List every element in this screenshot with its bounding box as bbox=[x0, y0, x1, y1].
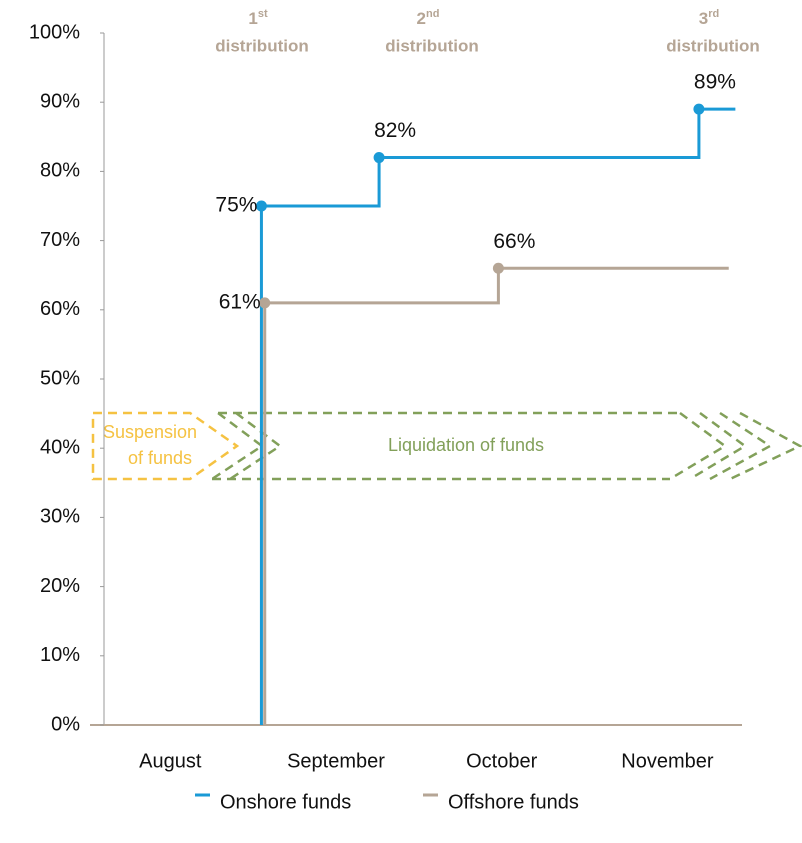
y-tick-label: 10% bbox=[40, 644, 80, 666]
distribution-suffix: st bbox=[258, 8, 268, 20]
y-tick-label: 20% bbox=[40, 575, 80, 597]
y-tick-label: 90% bbox=[40, 90, 80, 112]
distribution-label: distribution bbox=[385, 36, 478, 55]
point-marker bbox=[492, 262, 504, 274]
phase-shapes bbox=[91, 411, 802, 481]
step-line bbox=[263, 266, 729, 725]
suspension-arrow bbox=[91, 411, 240, 481]
y-tick-label: 50% bbox=[40, 367, 80, 389]
data-label: 66% bbox=[493, 230, 535, 253]
phase-label: Liquidation of funds bbox=[388, 435, 544, 455]
y-tick-label: 40% bbox=[40, 436, 80, 458]
y-tick-label: 0% bbox=[51, 713, 80, 735]
distribution-number-digit: 3 bbox=[699, 9, 708, 28]
data-label: 82% bbox=[374, 119, 416, 142]
data-label: 89% bbox=[694, 71, 736, 94]
point-marker bbox=[373, 152, 385, 164]
x-tick-label: August bbox=[139, 750, 202, 772]
point-marker bbox=[255, 200, 267, 212]
phase-label: Suspension bbox=[103, 422, 197, 442]
distribution-suffix: rd bbox=[708, 8, 719, 20]
point-marker bbox=[259, 297, 271, 309]
distribution-number-digit: 2 bbox=[417, 9, 426, 28]
phase-label: of funds bbox=[128, 448, 192, 468]
distribution-label: distribution bbox=[666, 36, 759, 55]
distribution-label: distribution bbox=[215, 36, 308, 55]
y-tick-label: 30% bbox=[40, 506, 80, 528]
y-tick-label: 60% bbox=[40, 298, 80, 320]
data-label: 61% bbox=[219, 290, 261, 313]
y-tick-label: 80% bbox=[40, 160, 80, 182]
x-tick-label: November bbox=[621, 750, 714, 772]
point-marker bbox=[693, 103, 705, 115]
legend-label: Onshore funds bbox=[220, 791, 351, 813]
data-label: 75% bbox=[215, 194, 257, 217]
distribution-number: 2nd bbox=[417, 8, 440, 29]
distribution-number: 1st bbox=[248, 8, 268, 29]
x-tick-label: September bbox=[287, 750, 385, 772]
x-tick-label: October bbox=[466, 750, 537, 772]
legend-label: Offshore funds bbox=[448, 791, 579, 813]
distribution-number-digit: 1 bbox=[248, 9, 257, 28]
y-tick-label: 100% bbox=[29, 21, 80, 43]
distribution-suffix: nd bbox=[426, 8, 439, 20]
y-tick-label: 70% bbox=[40, 229, 80, 251]
step-line bbox=[259, 107, 736, 725]
distribution-number: 3rd bbox=[699, 8, 719, 29]
liquidation-arrow bbox=[211, 411, 802, 481]
